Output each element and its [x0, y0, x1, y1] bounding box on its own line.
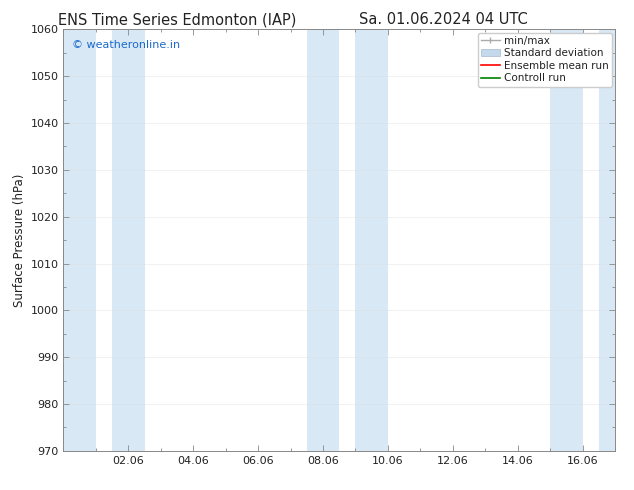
- Text: ENS Time Series Edmonton (IAP): ENS Time Series Edmonton (IAP): [58, 12, 297, 27]
- Bar: [112, 29, 145, 451]
- Text: Sa. 01.06.2024 04 UTC: Sa. 01.06.2024 04 UTC: [359, 12, 528, 27]
- Bar: [356, 29, 388, 451]
- Bar: [307, 29, 339, 451]
- Bar: [550, 29, 583, 451]
- Bar: [598, 29, 615, 451]
- Legend: min/max, Standard deviation, Ensemble mean run, Controll run: min/max, Standard deviation, Ensemble me…: [478, 32, 612, 87]
- Y-axis label: Surface Pressure (hPa): Surface Pressure (hPa): [13, 173, 26, 307]
- Bar: [63, 29, 96, 451]
- Text: © weatheronline.in: © weatheronline.in: [72, 40, 180, 50]
